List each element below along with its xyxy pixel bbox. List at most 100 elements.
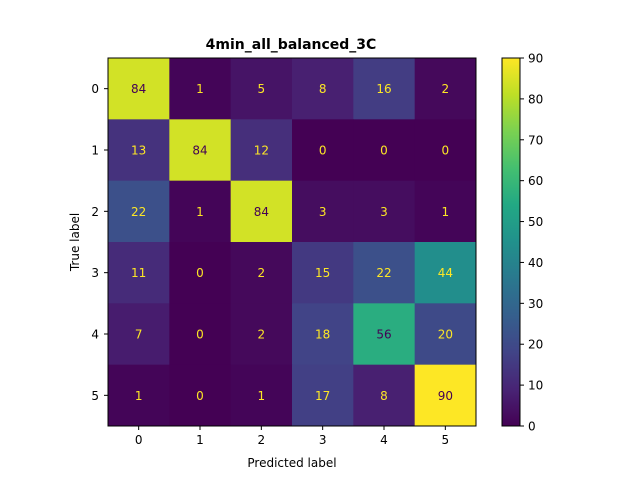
cell-value-label: 90 (438, 389, 453, 403)
cell-value-label: 2 (258, 266, 266, 280)
heatmap-cell (353, 180, 416, 243)
y-axis-label: True label (68, 213, 82, 272)
cell-value-label: 1 (196, 205, 204, 219)
x-tick-label: 2 (258, 433, 266, 447)
heatmap-cell (230, 58, 293, 120)
colorbar-tick-label: 70 (528, 133, 543, 147)
cell-value-label: 15 (315, 266, 330, 280)
cell-value-label: 44 (438, 266, 453, 280)
heatmap-cell (292, 180, 354, 243)
y-tick-label: 3 (91, 266, 99, 280)
heatmap-cell (230, 364, 293, 427)
x-tick-label: 4 (380, 433, 388, 447)
colorbar-tick-label: 80 (528, 92, 543, 106)
heatmap-cell (169, 364, 232, 427)
cell-value-label: 22 (131, 205, 146, 219)
heatmap-cell (414, 180, 477, 243)
colorbar-ticks: 0 10 20 30 40 50 60 70 80 90 (520, 52, 543, 434)
cell-value-label: 3 (380, 205, 388, 219)
colorbar-tick-label: 60 (528, 174, 543, 188)
cell-value-label: 12 (254, 144, 269, 158)
plot-frame (107, 57, 477, 427)
heatmap-cell (108, 58, 170, 120)
heatmap-cell (108, 364, 170, 427)
cell-value-label: 0 (380, 144, 388, 158)
colorbar-tick-label: 40 (528, 256, 543, 270)
cell-value-label: 0 (196, 328, 204, 342)
y-tick-label: 2 (91, 205, 99, 219)
cell-value-label: 8 (319, 82, 327, 96)
y-tick-label: 1 (91, 144, 99, 158)
heatmap-cell (292, 242, 354, 304)
x-axis-label: Predicted label (247, 456, 336, 470)
cell-value-label: 84 (254, 205, 269, 219)
cell-value-label: 0 (196, 266, 204, 280)
cell-value-label: 2 (442, 82, 450, 96)
cell-value-label: 3 (319, 205, 327, 219)
cell-value-label: 5 (258, 82, 266, 96)
cell-value-label: 22 (376, 266, 391, 280)
x-tick-label: 3 (319, 433, 327, 447)
heatmap-cell (414, 58, 477, 120)
colorbar-tick-label: 20 (528, 338, 543, 352)
heatmap-cell (108, 242, 170, 304)
cell-value-label: 7 (135, 328, 143, 342)
colorbar-tick-label: 90 (528, 52, 543, 66)
heatmap-cell (169, 303, 232, 366)
x-axis-ticks: 0 1 2 3 4 5 (135, 426, 449, 447)
y-tick-label: 5 (91, 389, 99, 403)
heatmap-cell (353, 119, 416, 182)
colorbar-tick-label: 10 (528, 379, 543, 393)
heatmap-cell (292, 303, 354, 366)
heatmap-cell (169, 58, 232, 120)
heatmap-cell (353, 303, 416, 366)
heatmap-cell (108, 303, 170, 366)
cell-value-label: 1 (196, 82, 204, 96)
cell-value-label: 0 (442, 144, 450, 158)
cell-value-label: 13 (131, 144, 146, 158)
heatmap-cell (108, 119, 170, 182)
heatmap-cell (169, 119, 232, 182)
cell-value-label: 1 (135, 389, 143, 403)
y-axis-ticks: 0 1 2 3 4 5 (91, 82, 108, 403)
cell-value-label: 84 (192, 144, 207, 158)
cell-value-label: 16 (376, 82, 391, 96)
heatmap-cell (292, 58, 354, 120)
cell-value-label: 8 (380, 389, 388, 403)
cell-value-label: 18 (315, 328, 330, 342)
heatmap-cell (169, 180, 232, 243)
heatmap-cell (353, 242, 416, 304)
cell-value-label: 0 (319, 144, 327, 158)
colorbar-frame (501, 57, 521, 427)
colorbar (502, 58, 520, 426)
cell-value-label: 56 (376, 328, 391, 342)
heatmap-cell (353, 58, 416, 120)
heatmap-cell (169, 242, 232, 304)
heatmap-cell (353, 364, 416, 427)
colorbar-tick-label: 30 (528, 297, 543, 311)
x-tick-label: 5 (442, 433, 450, 447)
cell-value-label: 11 (131, 266, 146, 280)
chart-title: 4min_all_balanced_3C (206, 37, 377, 53)
heatmap-cell (292, 119, 354, 182)
cell-value-label: 0 (196, 389, 204, 403)
heatmap-cell (414, 242, 477, 304)
cell-value-label: 1 (442, 205, 450, 219)
cell-value-label: 1 (258, 389, 266, 403)
y-tick-label: 0 (91, 82, 99, 96)
x-tick-label: 1 (196, 433, 204, 447)
heatmap-cell (414, 303, 477, 366)
x-tick-label: 0 (135, 433, 143, 447)
cell-value-label: 2 (258, 328, 266, 342)
colorbar-tick-label: 0 (528, 420, 536, 434)
cell-value-label: 17 (315, 389, 330, 403)
heatmap-cell (292, 364, 354, 427)
cell-value-label: 20 (438, 328, 453, 342)
heatmap-cell (230, 242, 293, 304)
heatmap-cell (108, 180, 170, 243)
heatmap-cell (414, 119, 477, 182)
heatmap-cells (108, 58, 477, 427)
heatmap-cell (230, 180, 293, 243)
cell-value-labels: 84 1 5 8 16 213 84 12 0 0 022 1 84 3 3 111 0 2 15 22 447 0 2 18… (131, 82, 453, 403)
